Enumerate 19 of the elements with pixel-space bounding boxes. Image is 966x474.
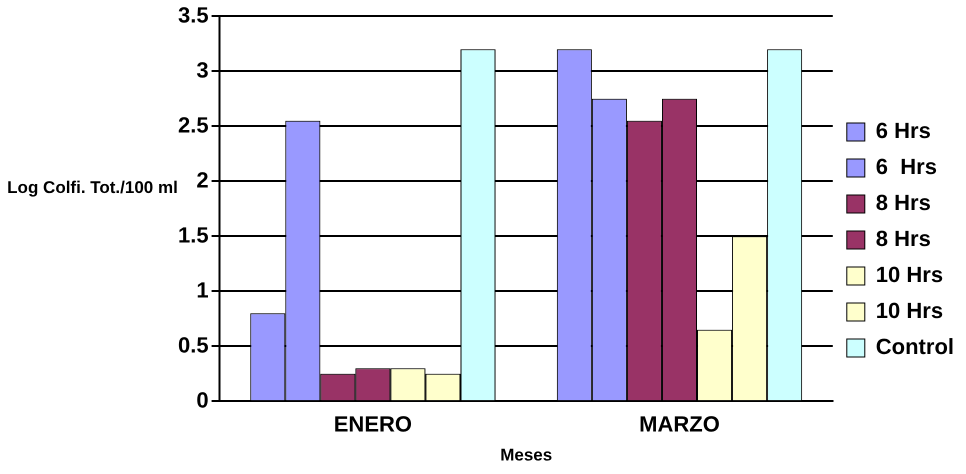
x-tick-label: ENERO <box>334 411 412 436</box>
legend-label: 10 Hrs <box>876 298 944 324</box>
y-axis-title: Log Colfi. Tot./100 ml <box>6 177 179 199</box>
legend-label: 8 Hrs <box>876 190 931 216</box>
legend-label: 6 Hrs <box>876 154 937 180</box>
y-tick-label: 3.5 <box>178 2 209 28</box>
y-tick-label: 2.5 <box>178 112 209 138</box>
x-axis-title: Meses <box>500 445 552 464</box>
legend-label: 6 Hrs <box>876 118 931 144</box>
y-tick-label: 0 <box>196 387 209 412</box>
y-tick-label: 0.5 <box>178 332 209 358</box>
legend-label: 10 Hrs <box>876 262 944 288</box>
y-tick-label: 1 <box>196 277 209 302</box>
legend-label: 8 Hrs <box>876 226 931 252</box>
legend-label: Control <box>876 334 954 360</box>
x-tick-label: MARZO <box>639 411 720 436</box>
y-tick-label: 2 <box>196 167 209 192</box>
y-tick-label: 3 <box>196 57 209 82</box>
y-tick-label: 1.5 <box>178 222 209 248</box>
